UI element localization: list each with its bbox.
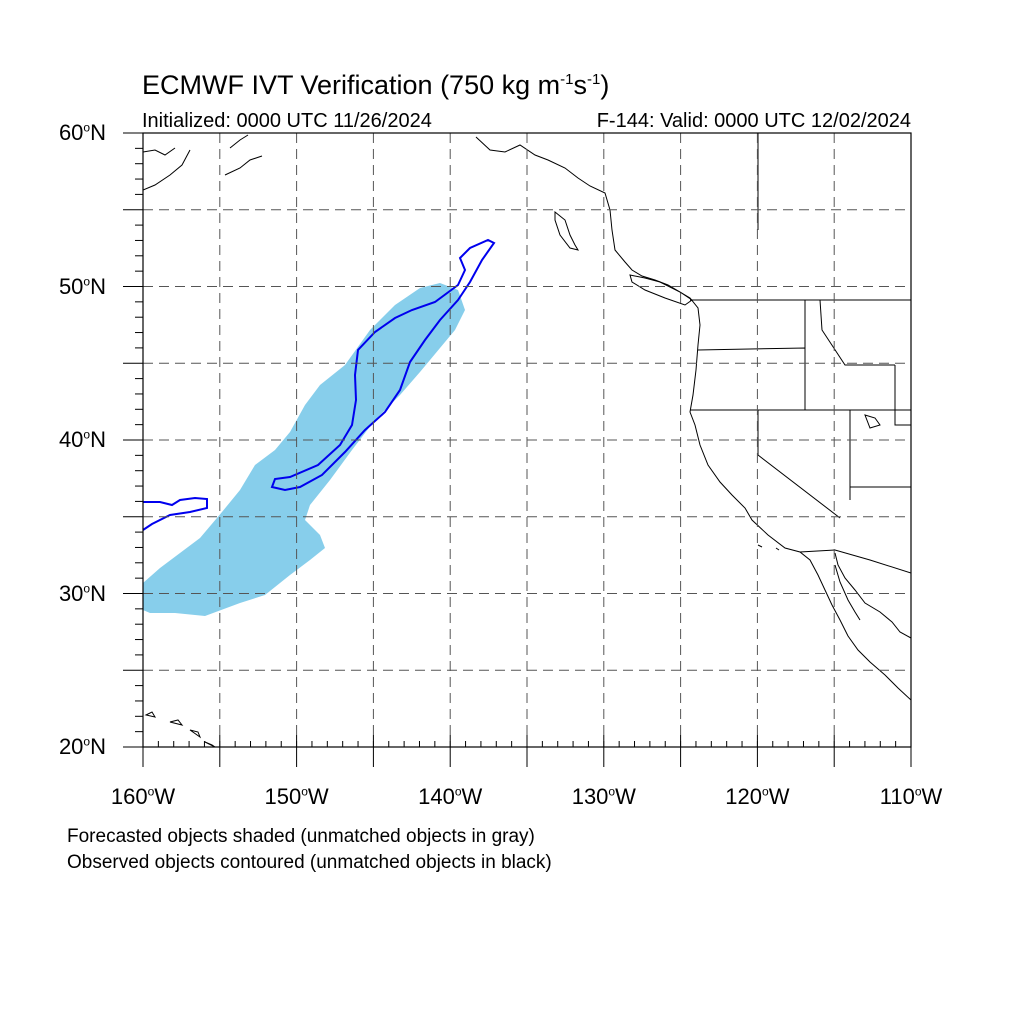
lon-label: 160oW [110,784,176,809]
lon-label: 110oW [879,784,943,809]
initialized-time: Initialized: 0000 UTC 11/26/2024 [142,110,432,132]
valid-time: F-144: Valid: 0000 UTC 12/02/2024 [596,110,911,132]
lat-label: 50oN [58,273,106,299]
legend-forecast-note: Forecasted objects shaded (unmatched obj… [67,826,535,847]
coastlines [143,134,911,747]
axis-ticks [123,132,912,767]
lon-label: 120oW [725,784,790,809]
observed-object-west [143,496,208,531]
lon-label: 140oW [418,784,483,809]
graticule [143,133,911,747]
lat-label: 40oN [58,427,106,452]
lat-label: 30oN [58,580,106,606]
lon-label: 150oW [264,784,329,809]
lat-label: 20oN [58,734,106,759]
legend-observed-note: Observed objects contoured (unmatched ob… [67,852,552,873]
chart-title: ECMWF IVT Verification (750 kg m-1s-1) [142,70,610,100]
lon-label: 130oW [571,784,636,809]
political-borders [690,133,911,574]
forecast-object [143,283,465,616]
observed-object-main [270,238,496,492]
lat-label: 60oN [58,120,106,145]
